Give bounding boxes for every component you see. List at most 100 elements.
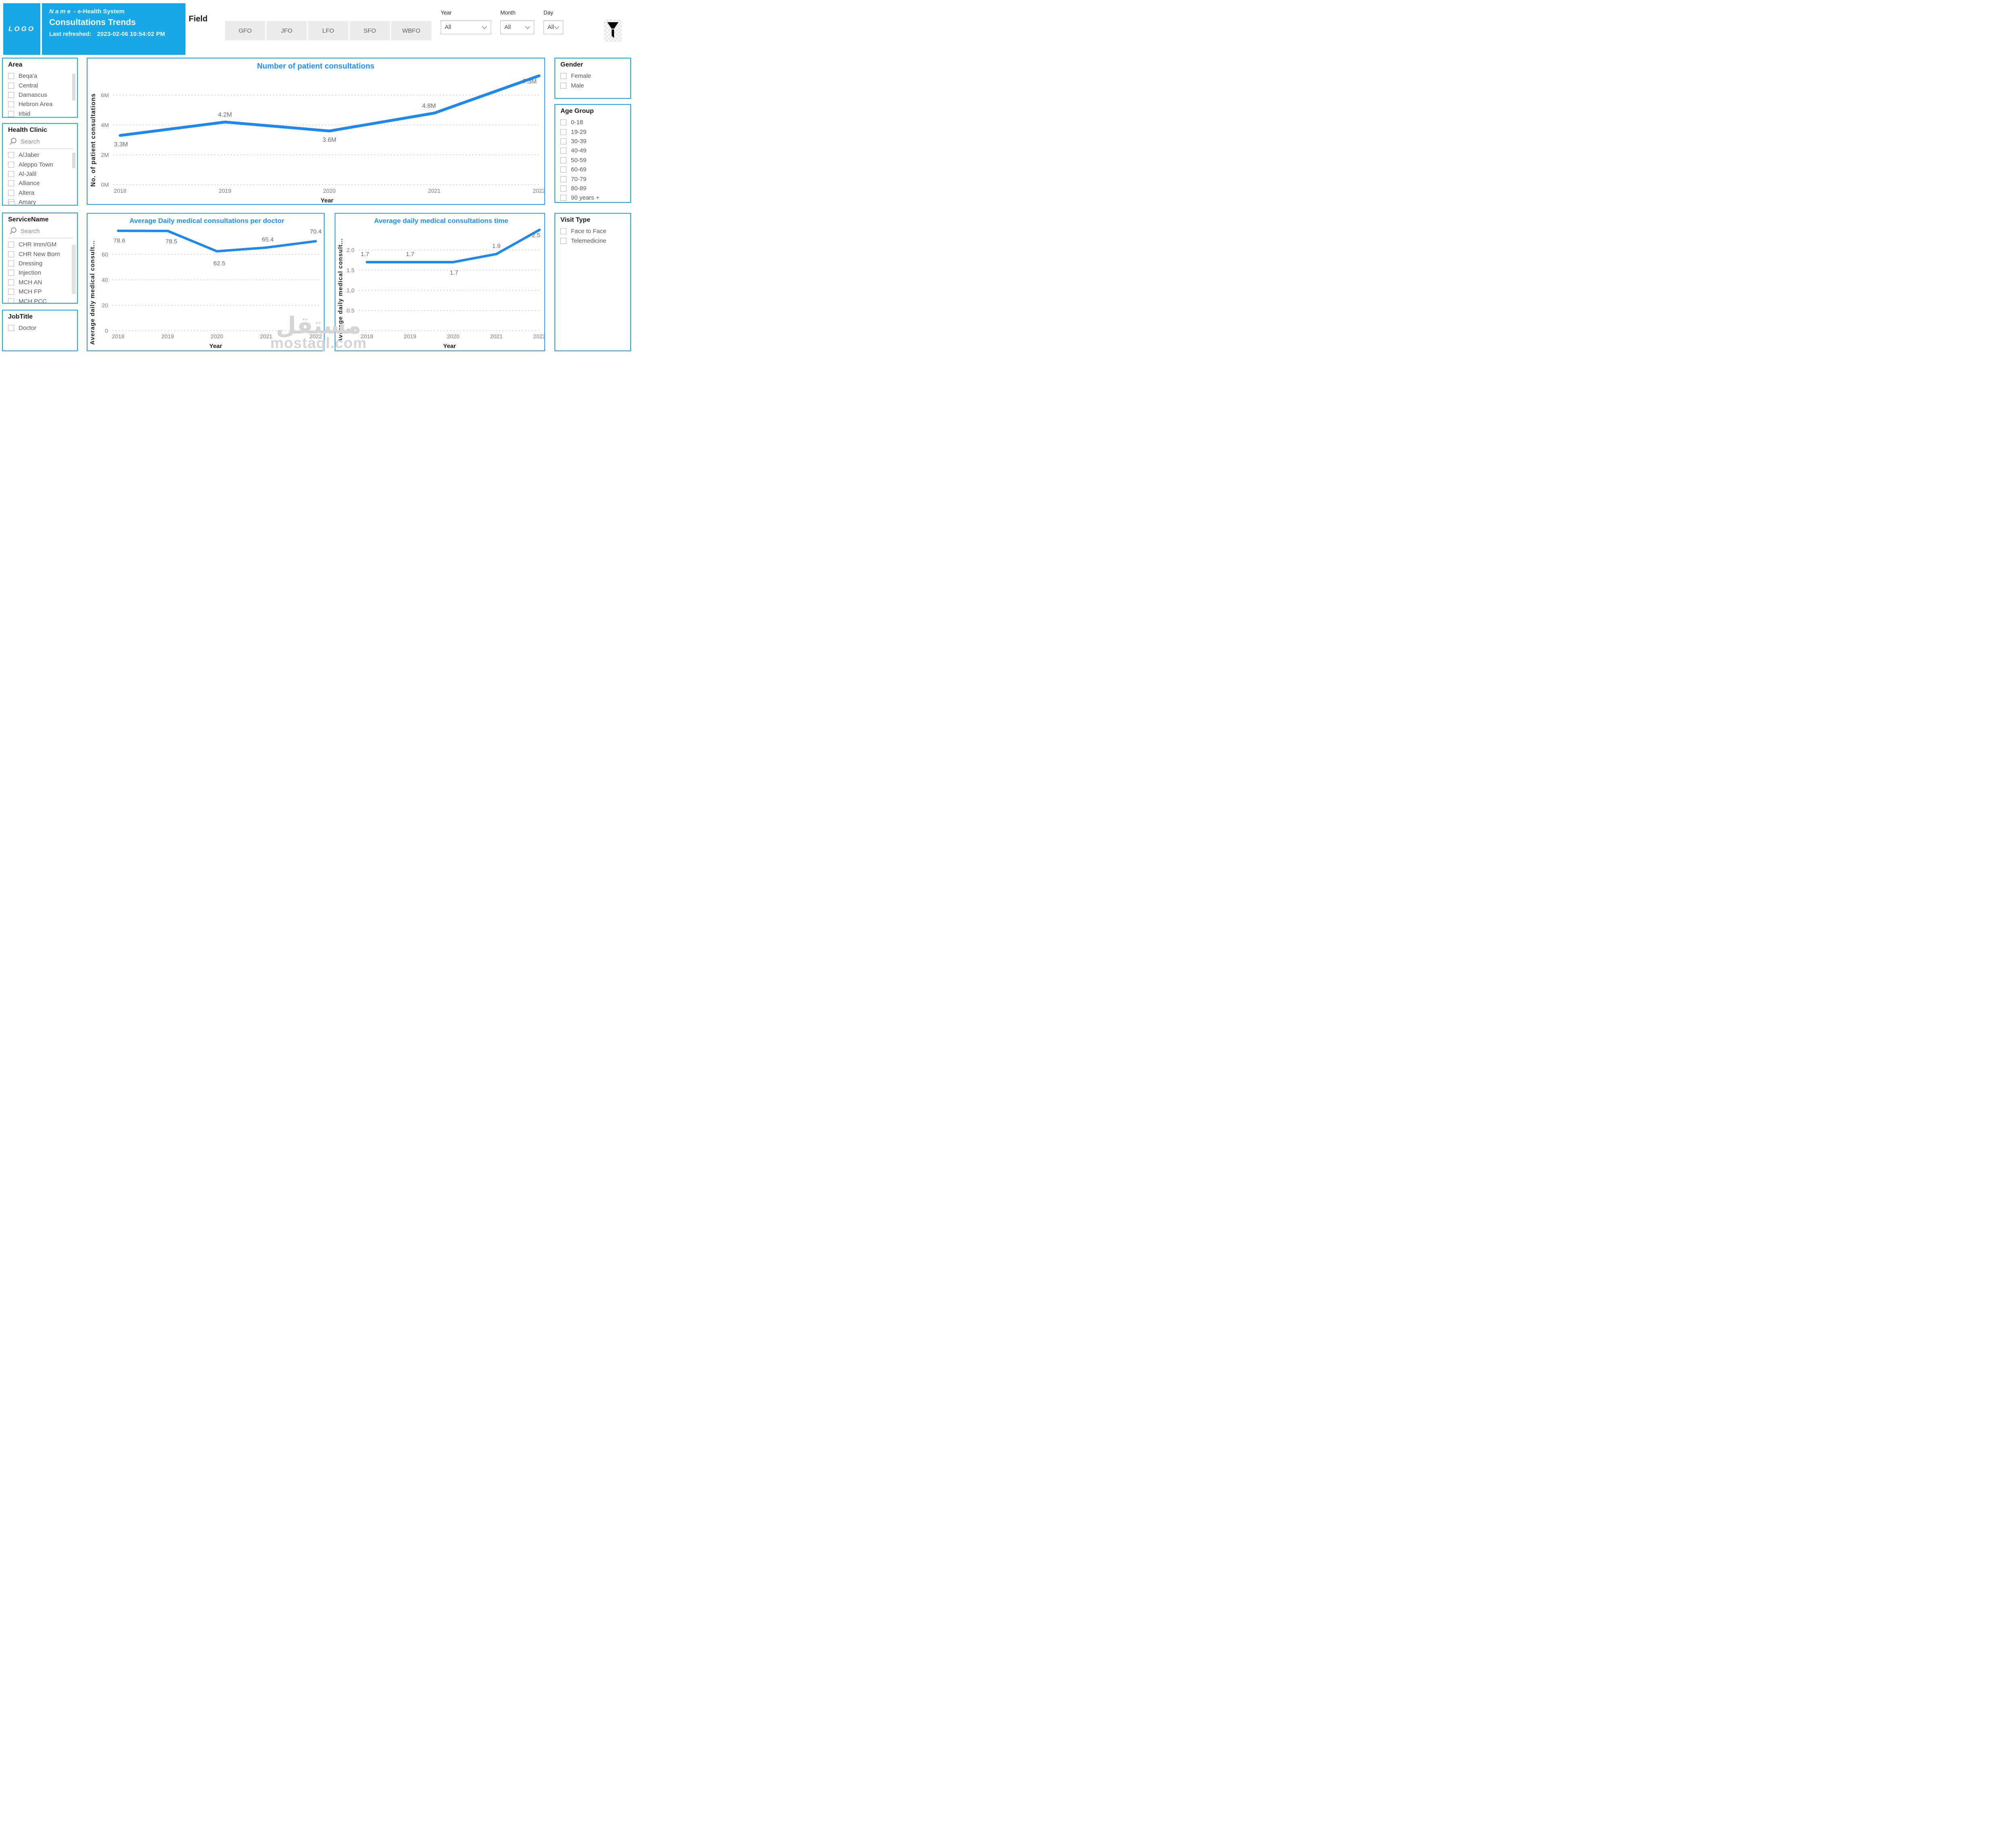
dropdown-value: All [504, 24, 511, 31]
filter-option[interactable]: Male [560, 81, 630, 90]
line-chart[interactable]: 0M 2M 4M 6M 2018 2019 2020 2021 2022 Year No. of p… [87, 58, 544, 204]
checkbox[interactable] [8, 298, 14, 303]
checkbox[interactable] [8, 190, 14, 196]
filter-option[interactable]: 0-18 [560, 118, 630, 127]
filter-option[interactable]: MCH AN [8, 278, 77, 287]
trend-line[interactable] [366, 229, 541, 263]
filter-option[interactable]: Aleppo Town [8, 160, 77, 169]
filter-option[interactable]: Beqa'a [8, 71, 77, 81]
checkbox[interactable] [8, 110, 14, 117]
y-axis-title: Average daily medical consult... [89, 240, 96, 345]
y-tick-label: 40 [102, 277, 108, 283]
checkbox[interactable] [560, 157, 566, 163]
filter-option[interactable]: Face to Face [560, 227, 630, 236]
filter-option[interactable]: Altera [8, 188, 77, 198]
checkbox[interactable] [8, 101, 14, 108]
filter-option[interactable]: Al-Jalil [8, 169, 77, 179]
y-tick-label: 0M [101, 181, 109, 188]
filter-option[interactable]: CHR New Born [8, 249, 77, 258]
trend-line[interactable] [119, 74, 541, 137]
scrollbar[interactable] [72, 245, 76, 294]
checkbox[interactable] [8, 279, 14, 285]
checkbox[interactable] [8, 82, 14, 89]
checkbox[interactable] [560, 238, 566, 244]
age-group-filter-panel: Age Group 0-18 19-29 30-39 [554, 104, 631, 203]
checkbox-label: Hebron Area [19, 101, 53, 108]
filter-option[interactable]: Damascus [8, 90, 77, 100]
checkbox[interactable] [8, 171, 14, 177]
field-button[interactable]: SFO [350, 21, 390, 40]
data-point-label: 3.3M [114, 141, 128, 148]
date-filter-dropdown[interactable]: All [544, 21, 564, 34]
checkbox[interactable] [560, 167, 566, 173]
filter-option[interactable]: MCH FP [8, 287, 77, 296]
checkbox[interactable] [560, 148, 566, 154]
filter-option[interactable]: Dressing [8, 259, 77, 268]
line-chart[interactable]: 0 20 40 60 2018 2019 2020 2021 2022 Year Average d… [87, 214, 324, 350]
checkbox[interactable] [8, 251, 14, 257]
checkbox[interactable] [560, 176, 566, 182]
checkbox[interactable] [560, 73, 566, 79]
filter-option[interactable]: MCH PCC [8, 296, 77, 303]
checkbox-label: 60-69 [571, 166, 587, 173]
checkbox[interactable] [8, 152, 14, 158]
filter-option[interactable]: 70-79 [560, 174, 630, 183]
filter-option[interactable]: Doctor [8, 323, 77, 333]
field-button-label: GFO [238, 27, 252, 34]
filter-option[interactable]: 50-59 [560, 156, 630, 165]
checkbox[interactable] [8, 270, 14, 276]
trend-line[interactable] [117, 229, 317, 253]
field-button[interactable]: WBFO [391, 21, 431, 40]
filter-option[interactable]: 19-29 [560, 127, 630, 136]
filter-option[interactable]: CHR Imm/GM [8, 240, 77, 249]
filter-option[interactable]: Hebron Area [8, 100, 77, 109]
filter-option[interactable]: 40-49 [560, 146, 630, 155]
checkbox[interactable] [8, 92, 14, 98]
filter-option[interactable]: 30-39 [560, 137, 630, 146]
filter-option[interactable]: Alliance [8, 179, 77, 188]
checkbox[interactable] [8, 242, 14, 248]
filter-button[interactable] [604, 19, 622, 42]
date-filter-dropdown[interactable]: All [441, 21, 491, 34]
filter-option[interactable]: Amary [8, 198, 77, 205]
funnel-icon [607, 22, 619, 38]
checkbox[interactable] [560, 228, 566, 235]
filter-option[interactable]: Injection [8, 268, 77, 277]
scrollbar[interactable] [72, 153, 75, 168]
field-button[interactable]: JFO [267, 21, 307, 40]
filter-option[interactable]: Irbid [8, 109, 77, 117]
last-refreshed-value: 2023-02-06 10:54:02 PM [97, 31, 165, 38]
scrollbar[interactable] [72, 74, 75, 100]
checkbox[interactable] [560, 82, 566, 89]
filter-option[interactable]: Telemedicine [560, 236, 630, 245]
checkbox[interactable] [8, 289, 14, 295]
checkbox[interactable] [560, 138, 566, 144]
consultations-time-chart-panel: 0.0 0.5 1.0 1.5 2.0 2018 2019 2020 2021 2022 Year A… [335, 213, 545, 351]
filter-option[interactable]: Female [560, 71, 630, 81]
checkbox[interactable] [560, 185, 566, 192]
filter-option[interactable]: 90 years + [560, 193, 630, 202]
header-title-block: Name - e-Health System Consultations Tre… [42, 3, 185, 55]
checkbox[interactable] [8, 325, 14, 331]
search-input[interactable] [21, 138, 65, 145]
checkbox[interactable] [8, 161, 14, 168]
checkbox[interactable] [8, 180, 14, 187]
data-point-label: 4.8M [422, 102, 436, 109]
date-filter-dropdown[interactable]: All [500, 21, 534, 34]
checkbox-label: 70-79 [571, 175, 587, 183]
y-tick-label: 1.0 [347, 287, 355, 294]
field-button[interactable]: GFO [225, 21, 265, 40]
checkbox[interactable] [560, 119, 566, 126]
checkbox[interactable] [560, 195, 566, 201]
checkbox[interactable] [560, 129, 566, 135]
checkbox[interactable] [8, 260, 14, 267]
line-chart[interactable]: 0.0 0.5 1.0 1.5 2.0 2018 2019 2020 2021 2022 Year A… [335, 214, 544, 350]
panel-title: Visit Type [560, 217, 591, 223]
field-button[interactable]: LFO [308, 21, 348, 40]
filter-option[interactable]: 80-89 [560, 184, 630, 193]
search-input[interactable] [21, 227, 65, 235]
filter-option[interactable]: Central [8, 81, 77, 90]
filter-option[interactable]: 60-69 [560, 165, 630, 174]
filter-option[interactable]: A/Jaber [8, 150, 77, 160]
checkbox[interactable] [8, 73, 14, 79]
